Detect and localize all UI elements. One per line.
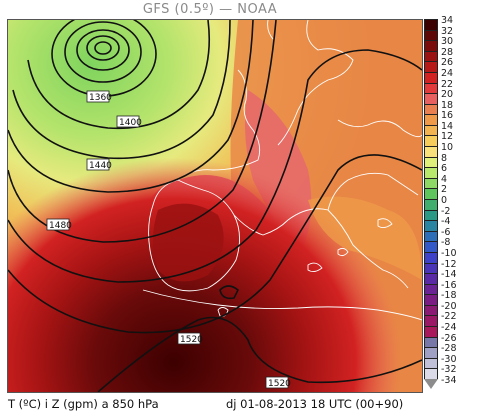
contour-labels: 1360 1400 1440 1480 1520 1520 <box>46 90 291 389</box>
contour-label-1360: 1360 <box>86 90 112 103</box>
colorbar-cell <box>424 167 438 178</box>
colorbar-cell <box>424 124 438 136</box>
colorbar-cell <box>424 29 438 41</box>
colorbar-tick: -12 <box>441 258 457 270</box>
colorbar-tick: -18 <box>441 290 457 302</box>
temperature-colorbar <box>424 19 438 391</box>
colorbar-tick: 12 <box>441 131 454 143</box>
colorbar-tick: 14 <box>441 120 454 132</box>
colorbar-cell <box>424 304 438 316</box>
colorbar-tick: 8 <box>441 152 448 164</box>
colorbar-cell <box>424 199 438 210</box>
colorbar-cell <box>424 262 438 274</box>
colorbar-tick: -16 <box>441 279 457 291</box>
contour-label-1440: 1440 <box>86 158 112 171</box>
map-canvas: 1360 1400 1440 1480 1520 1520 <box>8 20 422 392</box>
colorbar-tick: 16 <box>441 110 454 122</box>
colorbar-tick: -24 <box>441 322 457 334</box>
colorbar-tick: -8 <box>441 237 451 249</box>
temperature-field-italy <box>308 196 422 280</box>
colorbar-cell <box>424 336 438 348</box>
colorbar-cell <box>424 368 438 379</box>
coastlines <box>142 20 422 321</box>
colorbar-tick-labels: 34 32 30 28 26 24 22 20 18 16 14 12 10 8 6 4 2 0 -2 -4 -6 -8-… <box>441 15 485 399</box>
svg-text:1400: 1400 <box>119 118 142 128</box>
chart-title: GFS (0.5º) — NOAA <box>142 2 278 17</box>
svg-text:1520: 1520 <box>268 379 291 389</box>
colorbar-cell <box>424 40 438 51</box>
run-caption: dj 01-08-2013 18 UTC (00+90) <box>226 397 404 411</box>
colorbar-cell <box>424 220 438 231</box>
weather-map: 1360 1400 1440 1480 1520 1520 <box>7 19 423 393</box>
colorbar-tick: 26 <box>441 57 454 69</box>
colorbar-cell <box>424 82 438 94</box>
colorbar-tick: -30 <box>441 353 457 365</box>
colorbar-cell <box>424 283 438 295</box>
colorbar-tick: -10 <box>441 247 457 259</box>
colorbar-tick: 34 <box>441 15 454 26</box>
colorbar-tick: 2 <box>441 184 448 196</box>
colorbar-cell <box>424 188 438 199</box>
colorbar-tick: 18 <box>441 99 454 111</box>
temperature-field-iberia <box>153 203 224 282</box>
colorbar-tick: -6 <box>441 226 451 238</box>
colorbar-tick: 20 <box>441 89 454 101</box>
colorbar-tick: -26 <box>441 332 457 344</box>
colorbar-tick: 30 <box>441 36 454 48</box>
colorbar-cell <box>424 156 438 168</box>
contour-label-1520-west: 1520 <box>177 332 203 345</box>
colorbar-tick: -2 <box>441 205 451 217</box>
colorbar-cell <box>424 357 438 369</box>
contour-label-1400: 1400 <box>116 115 142 128</box>
colorbar-cell <box>424 146 438 157</box>
colorbar-cell <box>424 241 438 252</box>
colorbar-tick: 22 <box>441 78 454 90</box>
colorbar-tick: -34 <box>441 375 457 386</box>
colorbar-cell <box>424 114 438 125</box>
colorbar-cell <box>424 315 438 327</box>
colorbar-cell <box>424 209 438 221</box>
colorbar-tick: -4 <box>441 216 451 228</box>
colorbar-cell <box>424 103 438 115</box>
colorbar-cell <box>424 251 438 263</box>
colorbar-tick: -28 <box>441 343 457 355</box>
colorbar-tick: 4 <box>441 173 448 185</box>
variable-caption: T (ºC) i Z (gpm) a 850 hPa <box>8 397 159 411</box>
colorbar-tick: 10 <box>441 142 454 154</box>
colorbar-cell <box>424 177 438 189</box>
svg-text:1520: 1520 <box>180 335 203 345</box>
colorbar-tick: 0 <box>441 195 448 206</box>
svg-text:1360: 1360 <box>89 93 112 103</box>
colorbar-tick: 28 <box>441 46 454 58</box>
contour-label-1480: 1480 <box>46 218 72 231</box>
colorbar-cell <box>424 19 438 30</box>
svg-text:1440: 1440 <box>89 161 112 171</box>
colorbar-tick: -22 <box>441 311 457 323</box>
colorbar-cell <box>424 135 438 147</box>
colorbar-tick: -14 <box>441 269 457 281</box>
geopotential-contours <box>8 20 422 392</box>
colorbar-tick: -20 <box>441 300 457 312</box>
colorbar-cell <box>424 230 438 242</box>
colorbar-cell <box>424 93 438 104</box>
colorbar-cell <box>424 294 438 305</box>
colorbar-cell <box>424 61 438 72</box>
colorbar-tick: 24 <box>441 67 454 79</box>
colorbar-tick: 6 <box>441 163 448 175</box>
colorbar-cell <box>424 50 438 62</box>
svg-text:1480: 1480 <box>49 221 72 231</box>
contour-label-1520-south: 1520 <box>265 376 291 389</box>
colorbar-cell <box>424 273 438 284</box>
colorbar-cell <box>424 326 438 337</box>
colorbar-tick: -32 <box>441 364 457 376</box>
colorbar-cell <box>424 347 438 358</box>
colorbar-cell <box>424 71 438 83</box>
colorbar-bottom-arrow <box>424 379 438 389</box>
colorbar-tick: 32 <box>441 25 454 37</box>
